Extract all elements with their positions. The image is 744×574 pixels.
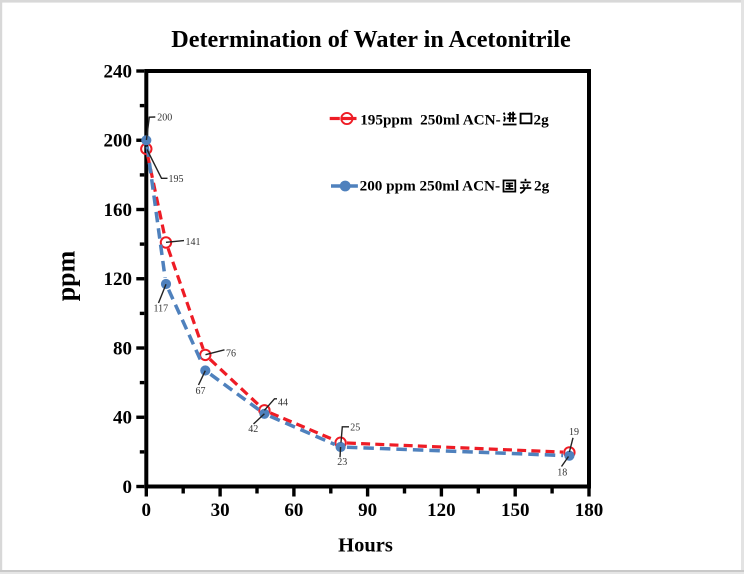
svg-text:0: 0 — [142, 500, 152, 521]
svg-text:240: 240 — [104, 61, 133, 82]
svg-text:2g: 2g — [534, 112, 550, 129]
svg-text:76: 76 — [226, 349, 236, 360]
svg-text:80: 80 — [113, 338, 132, 359]
svg-text:200: 200 — [157, 113, 172, 124]
svg-text:30: 30 — [211, 500, 230, 521]
svg-text:0: 0 — [123, 477, 133, 498]
svg-text:180: 180 — [575, 500, 604, 521]
svg-text:120: 120 — [104, 269, 133, 290]
svg-text:40: 40 — [113, 408, 132, 429]
svg-text:195ppm 250ml ACN-: 195ppm 250ml ACN- — [360, 112, 501, 129]
svg-text:Hours: Hours — [338, 535, 393, 557]
svg-text:44: 44 — [278, 397, 288, 408]
svg-text:Determination of Water in Acet: Determination of Water in Acetonitrile — [171, 26, 571, 53]
svg-text:200 ppm 250ml ACN-: 200 ppm 250ml ACN- — [360, 178, 501, 195]
svg-text:42: 42 — [248, 424, 258, 435]
svg-text:23: 23 — [337, 457, 347, 468]
svg-text:150: 150 — [501, 500, 530, 521]
svg-text:160: 160 — [104, 200, 133, 221]
svg-text:195: 195 — [169, 174, 184, 185]
svg-text:141: 141 — [186, 237, 201, 248]
svg-text:120: 120 — [427, 500, 456, 521]
svg-text:90: 90 — [358, 500, 377, 521]
svg-text:19: 19 — [569, 427, 579, 438]
svg-text:117: 117 — [154, 304, 169, 315]
svg-text:60: 60 — [284, 500, 303, 521]
svg-text:67: 67 — [196, 386, 206, 397]
svg-text:ppm: ppm — [52, 250, 81, 301]
svg-text:25: 25 — [350, 423, 360, 434]
svg-text:2g: 2g — [534, 178, 550, 195]
svg-text:18: 18 — [557, 468, 567, 479]
svg-text:200: 200 — [104, 131, 133, 152]
